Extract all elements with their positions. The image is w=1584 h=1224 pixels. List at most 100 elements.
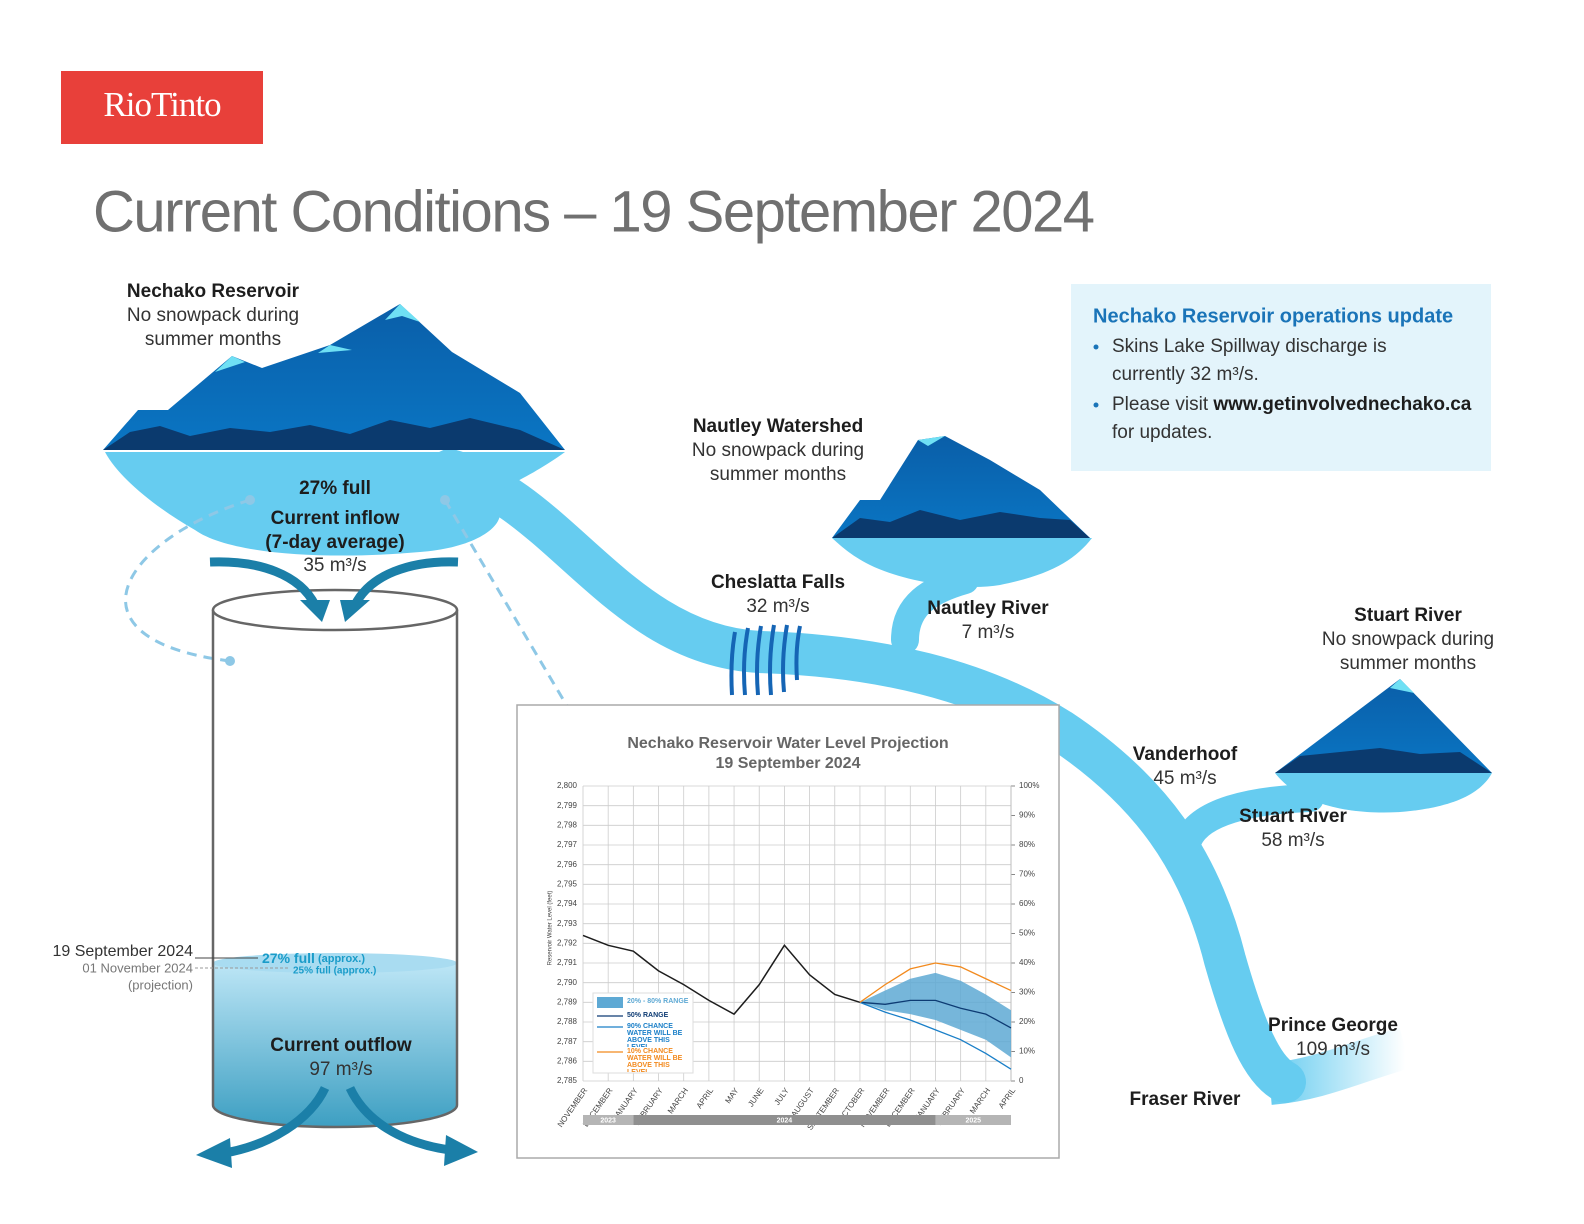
nautley-lake: [832, 538, 1092, 588]
y2-tick-label: 30%: [1019, 988, 1035, 997]
label: currently 32 m³/s.: [1112, 364, 1259, 385]
label: summer months: [145, 329, 281, 350]
y2-tick-label: 0: [1019, 1076, 1024, 1085]
mountain: [832, 436, 1090, 538]
bullet: [1093, 402, 1099, 408]
y2-tick-label: 90%: [1019, 811, 1035, 820]
cylinder-water: [213, 963, 457, 1127]
label: Nautley Watershed: [693, 416, 863, 437]
mountain-base: [103, 418, 565, 450]
label: 01 November 2024: [82, 960, 193, 975]
legend-label: 10% CHANCE WATER WILL BE ABOVE THIS LEVE…: [627, 1048, 683, 1072]
y2-tick-label: 10%: [1019, 1047, 1035, 1056]
logo-box: [61, 71, 263, 144]
arrow-head: [196, 600, 478, 1168]
snow: [1390, 679, 1414, 693]
label: (approx.): [315, 953, 365, 965]
y-tick-label: 2,798: [557, 820, 578, 829]
connector: [124, 498, 585, 734]
water-surface: [213, 953, 457, 973]
y2-tick-label: 40%: [1019, 958, 1035, 967]
label: (7-day average): [265, 532, 404, 553]
y-tick-label: 2,793: [557, 919, 578, 928]
stuart-lake: [1275, 773, 1492, 813]
label: summer months: [1340, 653, 1476, 674]
legend-swatch: [597, 997, 623, 1008]
mountain-base: [832, 510, 1090, 538]
y-tick-label: 2,790: [557, 978, 578, 987]
series-line: [859, 1001, 1012, 1070]
label: No snowpack during: [692, 440, 864, 461]
y-tick-label: 2,797: [557, 840, 578, 849]
y2-tick-label: 20%: [1019, 1017, 1035, 1026]
label: 45 m³/s: [1153, 768, 1216, 789]
year-band: [935, 1115, 1011, 1125]
label: 58 m³/s: [1261, 830, 1324, 851]
label: 35 m³/s: [303, 555, 366, 576]
label: Current inflow: [271, 508, 400, 529]
legend-text: 90% CHANCE WATER WILL BE ABOVE THIS LEVE…: [627, 1023, 683, 1047]
link: www.getinvolvednechako.ca: [1212, 394, 1471, 415]
series-line: [859, 999, 1012, 1029]
label: for updates.: [1112, 422, 1212, 443]
y-tick-label: 2,800: [557, 781, 578, 790]
label: Cheslatta Falls: [711, 572, 845, 593]
y-tick-label: 2,785: [557, 1076, 578, 1085]
label: (projection): [128, 977, 193, 992]
label: Nechako Reservoir: [127, 281, 300, 302]
label: Vanderhoof: [1133, 744, 1238, 765]
label: 27% full (approx.): [262, 950, 365, 966]
label: RioTinto: [103, 85, 221, 124]
label: 19 September 2024: [52, 943, 193, 960]
range-band: [859, 972, 1011, 1058]
legend-text: 10% CHANCE WATER WILL BE ABOVE THIS LEVE…: [627, 1048, 683, 1072]
label: Nechako Reservoir Water Level Projection: [627, 735, 948, 752]
cylinder-top: [211, 588, 459, 632]
mountain-base: [1275, 748, 1492, 773]
label: Stuart River: [1354, 605, 1462, 626]
rivers: [429, 449, 1411, 1105]
legend-text: 50% RANGE: [627, 1012, 669, 1019]
snow: [385, 304, 420, 322]
snow: [318, 345, 352, 353]
label: Nautley River: [927, 598, 1049, 619]
y2-tick-label: 50%: [1019, 929, 1035, 938]
year-label: 2025: [965, 1117, 981, 1124]
label: Current Conditions – 19 September 2024: [93, 179, 1094, 244]
legend-label: 50% RANGE: [627, 1012, 669, 1019]
label: No snowpack during: [1322, 629, 1494, 650]
label: 32 m³/s: [746, 596, 809, 617]
y-tick-label: 2,795: [557, 879, 578, 888]
label: Reservoir Water Level (feet): [548, 891, 554, 966]
label: Skins Lake Spillway discharge is: [1112, 336, 1387, 357]
label: 97 m³/s: [309, 1059, 372, 1080]
cylinder: [211, 610, 459, 1129]
legend-label: 20% - 80% RANGE: [627, 998, 689, 1005]
flow-arrow: [209, 557, 459, 1158]
update-box: [1071, 284, 1491, 471]
y2-tick-label: 100%: [1019, 781, 1039, 790]
y-tick-label: 2,791: [557, 958, 578, 967]
label: Fraser River: [1130, 1089, 1242, 1110]
y-tick-label: 2,792: [557, 938, 578, 947]
y-tick-label: 2,799: [557, 801, 578, 810]
y-tick-label: 2,787: [557, 1037, 578, 1046]
legend-text: 20% - 80% RANGE: [627, 998, 689, 1005]
series-line: [859, 962, 1012, 1003]
y2-tick-label: 60%: [1019, 899, 1035, 908]
year-band: [583, 1115, 634, 1125]
label: Please visit: [1112, 394, 1213, 415]
label: summer months: [710, 464, 846, 485]
y-tick-label: 2,788: [557, 1017, 578, 1026]
y2-tick-label: 80%: [1019, 840, 1035, 849]
mountain: [103, 304, 565, 450]
label: No snowpack during: [127, 305, 299, 326]
mountain: [1275, 679, 1492, 773]
series-line: [582, 934, 861, 1016]
year-band: [633, 1115, 936, 1125]
bullet: [1093, 344, 1099, 350]
label: 109 m³/s: [1296, 1039, 1370, 1060]
chart-frame: [516, 704, 1060, 1159]
y-tick-label: 2,789: [557, 997, 578, 1006]
